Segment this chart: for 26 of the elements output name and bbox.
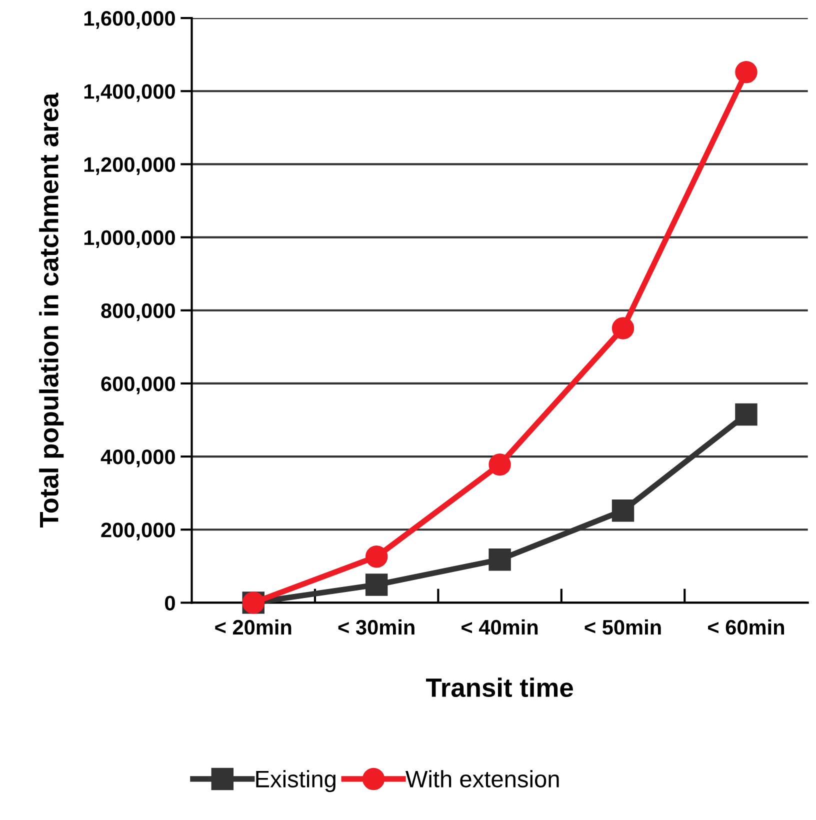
y-axis-title: Total population in catchment area <box>39 92 64 528</box>
y-tick-label: 1,200,000 <box>84 157 175 175</box>
y-tick-label: 1,600,000 <box>84 11 175 29</box>
x-tick-label: < 50min <box>584 619 661 635</box>
point <box>735 61 758 84</box>
y-tick-label: 1,000,000 <box>84 230 175 248</box>
point <box>488 453 511 476</box>
x-tick-label: < 60min <box>708 619 784 635</box>
x-axis-title: Transit time <box>426 678 573 698</box>
legend-label: Existing <box>256 770 336 792</box>
x-tick-label: < 30min <box>338 619 414 635</box>
point <box>365 574 388 596</box>
y-tick-label: 0 <box>165 596 175 610</box>
y-tick-label: 400,000 <box>100 450 175 468</box>
y-tick-label: 600,000 <box>101 376 175 394</box>
x-tick-label: < 20min <box>215 619 292 635</box>
y-tick-label: 200,000 <box>101 522 175 540</box>
y-tick-label: 800,000 <box>101 303 175 322</box>
y-tick-label: 1,400,000 <box>84 84 175 102</box>
point <box>365 546 388 568</box>
legend-label: With extension <box>406 770 559 788</box>
point <box>735 403 758 426</box>
point <box>612 500 634 522</box>
point <box>488 548 511 571</box>
x-tick-label: < 40min <box>462 619 538 635</box>
point <box>612 317 634 340</box>
